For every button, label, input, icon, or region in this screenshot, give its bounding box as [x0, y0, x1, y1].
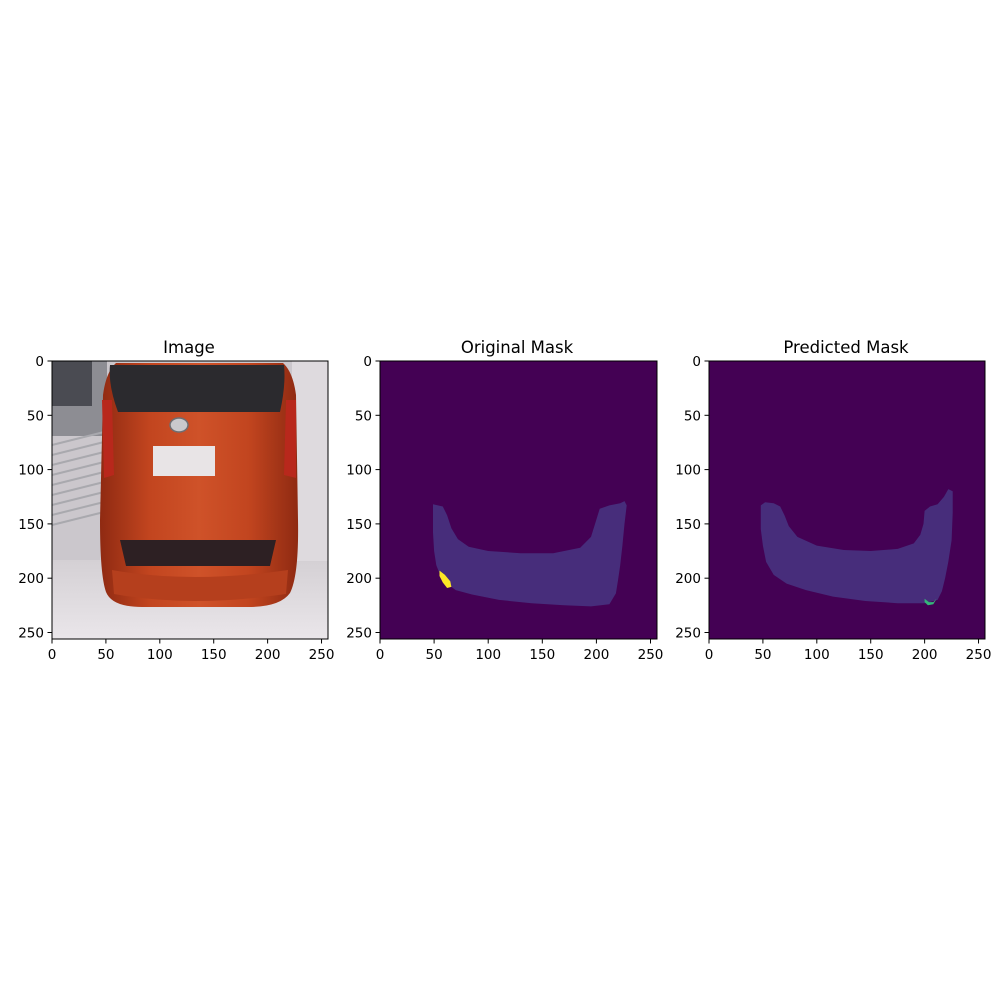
x-axis: 0 50 100 150 200 250 — [48, 639, 335, 663]
x-tick-label: 50 — [426, 647, 443, 663]
panel-title: Predicted Mask — [783, 338, 909, 357]
mask-highlight-region — [439, 570, 452, 588]
y-tick-label: 0 — [35, 354, 44, 370]
y-tick-label: 0 — [363, 354, 372, 370]
image-panel: Image — [18, 338, 334, 663]
taillight-right — [284, 400, 296, 478]
x-tick-label: 100 — [804, 647, 830, 663]
y-tick-label: 250 — [346, 625, 372, 641]
x-tick-label: 50 — [97, 647, 114, 663]
mask-highlight-region — [924, 598, 937, 606]
car-photo — [51, 361, 328, 639]
panel-title: Image — [163, 338, 215, 357]
x-tick-label: 0 — [705, 647, 714, 663]
panel-title: Original Mask — [461, 338, 574, 357]
mask-regions — [433, 501, 627, 607]
rear-bumper — [120, 540, 276, 566]
y-tick-label: 100 — [675, 463, 701, 479]
rear-window — [109, 365, 285, 412]
mask-region — [760, 489, 953, 604]
x-tick-label: 100 — [475, 647, 501, 663]
y-tick-label: 50 — [27, 408, 44, 424]
y-axis: 0 50 100 150 200 250 — [346, 354, 380, 641]
bumper-lower — [112, 570, 288, 601]
y-tick-label: 100 — [346, 463, 372, 479]
axes-frame — [51, 360, 329, 640]
x-tick-label: 50 — [754, 647, 771, 663]
x-tick-label: 250 — [309, 647, 335, 663]
x-tick-label: 200 — [912, 647, 938, 663]
x-tick-label: 200 — [584, 647, 610, 663]
y-tick-label: 150 — [675, 517, 701, 533]
license-plate — [153, 446, 215, 476]
x-tick-label: 200 — [255, 647, 281, 663]
mask-regions — [760, 489, 953, 606]
mask-region — [433, 501, 627, 607]
x-tick-label: 250 — [638, 647, 664, 663]
y-tick-label: 50 — [355, 408, 372, 424]
axes-frame — [379, 360, 658, 640]
x-tick-label: 150 — [858, 647, 884, 663]
y-tick-label: 200 — [346, 571, 372, 587]
y-tick-label: 50 — [684, 408, 701, 424]
x-tick-label: 150 — [201, 647, 227, 663]
kia-logo — [169, 417, 189, 433]
y-tick-label: 200 — [675, 571, 701, 587]
x-tick-label: 250 — [966, 647, 992, 663]
x-axis: 0 50 100 150 200 250 — [376, 639, 664, 663]
x-tick-label: 100 — [147, 647, 173, 663]
y-tick-label: 0 — [692, 354, 701, 370]
y-tick-label: 250 — [18, 625, 44, 641]
x-tick-label: 0 — [376, 647, 385, 663]
x-axis: 0 50 100 150 200 250 — [705, 639, 992, 663]
axes-frame — [708, 360, 986, 640]
y-axis: 0 50 100 150 200 250 — [18, 354, 52, 641]
y-tick-label: 200 — [18, 571, 44, 587]
original-mask-panel: Original Mask 0 50 100 150 200 250 0 50 100 150 2… — [346, 338, 663, 663]
predicted-mask-panel: Predicted Mask 0 50 100 150 200 250 0 50 100 150… — [675, 338, 991, 663]
dark-building-window — [52, 361, 92, 406]
wall-vents — [51, 431, 105, 526]
y-axis: 0 50 100 150 200 250 — [675, 354, 709, 641]
y-tick-label: 100 — [18, 463, 44, 479]
taillight-left — [102, 400, 114, 478]
x-tick-label: 150 — [529, 647, 555, 663]
y-tick-label: 150 — [18, 517, 44, 533]
y-tick-label: 150 — [346, 517, 372, 533]
x-tick-label: 0 — [48, 647, 57, 663]
y-tick-label: 250 — [675, 625, 701, 641]
